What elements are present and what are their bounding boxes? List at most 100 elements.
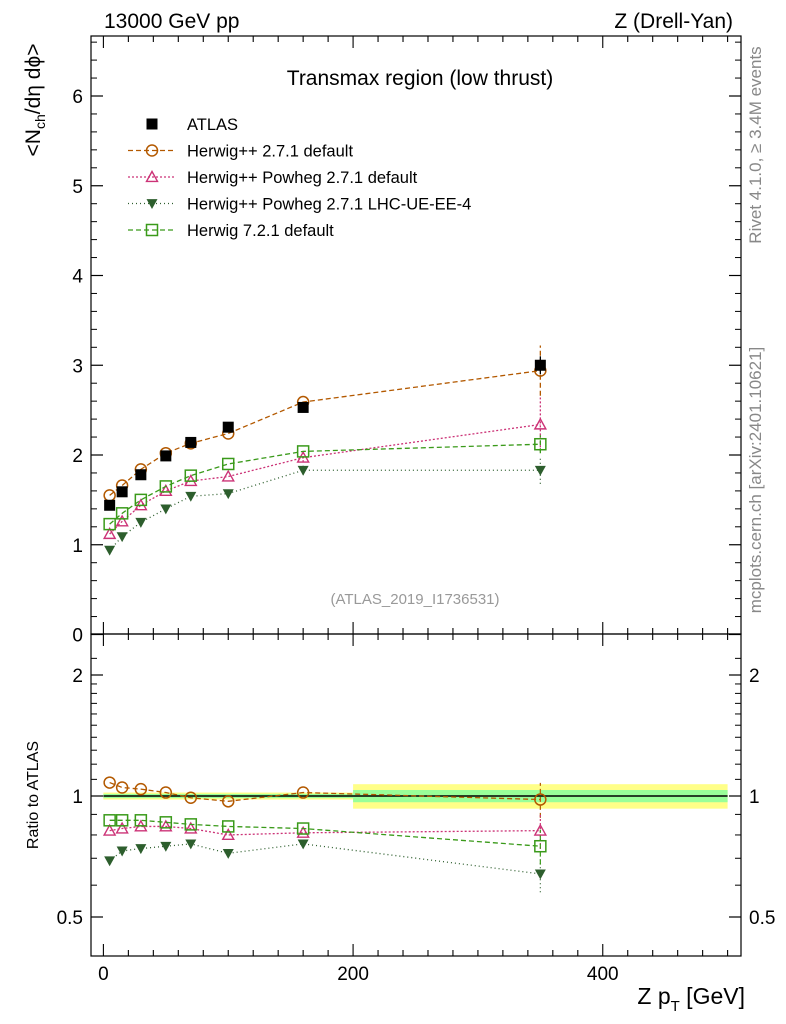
legend: ATLAS Herwig++ 2.7.1 default Herwig++ Powh… — [128, 116, 471, 240]
legend-entry-label: Herwig++ 2.7.1 default — [187, 143, 353, 161]
legend-entry-label: ATLAS — [187, 116, 238, 134]
legend-entry-label: Herwig++ Powheg 2.7.1 LHC-UE-EE-4 — [187, 196, 471, 214]
data-point-herwig721 — [115, 507, 129, 520]
ratio-series-powheg_lhc — [104, 839, 546, 893]
data-point-herwig721 — [296, 445, 310, 458]
ratio-point-powheg271 — [115, 821, 129, 834]
ratio-point-herwig721 — [534, 839, 547, 853]
ratio-point-herwig271 — [534, 793, 547, 806]
data-point-herwig721 — [534, 437, 547, 451]
ratio-line-powheg271 — [109, 825, 541, 836]
ratio-y-tick-label: 2 — [72, 666, 83, 687]
x-tick-label: 400 — [587, 964, 619, 985]
legend-marker — [145, 223, 159, 237]
data-point-herwig721 — [134, 493, 148, 507]
main-series — [102, 345, 548, 556]
legend-marker — [145, 170, 159, 183]
mcplots-citation-label: mcplots.cern.ch [arXiv:2401.10621] — [746, 347, 765, 613]
ratio-point-herwig271 — [184, 791, 198, 805]
data-point-powheg_lhc — [185, 491, 197, 502]
ratio-line-herwig271 — [109, 781, 541, 802]
ratio-series-herwig721 — [103, 814, 547, 865]
ratio-series-powheg271 — [102, 814, 548, 850]
ratio-point-powheg271 — [221, 828, 235, 841]
data-point-powheg_lhc — [104, 545, 116, 556]
legend-marker — [145, 144, 159, 157]
series-line-herwig721 — [109, 443, 541, 525]
legend-marker — [146, 199, 158, 209]
ratio-point-powheg_lhc — [297, 839, 309, 850]
ratio-series-herwig271 — [103, 776, 547, 818]
ratio-y-tick-label-right: 1 — [749, 787, 760, 808]
y-tick-label: 3 — [72, 356, 83, 377]
y-axis-label-sub: ch — [32, 114, 48, 129]
ratio-plot-frame — [90, 633, 742, 957]
y-tick-label: 6 — [72, 87, 83, 108]
data-point-powheg_lhc — [222, 489, 234, 500]
series-powheg271 — [102, 397, 548, 540]
ratio-point-herwig271 — [221, 795, 235, 808]
data-point-atlas — [104, 499, 116, 511]
data-point-powheg_lhc — [297, 465, 309, 476]
legend-entry-label: Herwig 7.2.1 default — [187, 222, 334, 240]
ratio-y-tick-label: 0.5 — [57, 908, 83, 929]
ratio-point-herwig721 — [115, 814, 129, 827]
y-axis-label-main: <N — [22, 129, 45, 156]
ratio-point-powheg271 — [159, 819, 173, 832]
ratio-point-herwig271 — [134, 782, 148, 796]
series-herwig721 — [103, 435, 547, 531]
ratio-point-powheg_lhc — [534, 869, 546, 880]
ratio-y-tick-label-right: 0.5 — [749, 908, 775, 929]
y-axis-label-tail: /dη dϕ> — [22, 44, 45, 115]
ratio-point-herwig721 — [184, 818, 198, 831]
series-line-powheg_lhc — [109, 469, 541, 551]
ratio-point-powheg271 — [296, 825, 310, 838]
series-herwig271 — [103, 345, 547, 502]
x-axis-label: Z pT [GeV] — [637, 983, 745, 1015]
reference-label: (ATLAS_2019_I1736531) — [330, 591, 499, 608]
ratio-line-herwig721 — [109, 819, 541, 847]
ratio-point-herwig271 — [296, 786, 310, 799]
x-tick-label: 200 — [337, 964, 369, 985]
ratio-point-powheg_lhc — [135, 844, 147, 855]
x-axis-label-sub: T — [671, 998, 680, 1015]
ratio-point-powheg271 — [533, 823, 548, 836]
y-tick-label: 2 — [72, 446, 83, 467]
rivet-version-label: Rivet 4.1.0, ≥ 3.4M events — [746, 46, 765, 243]
data-point-herwig721 — [184, 469, 198, 482]
data-point-herwig721 — [159, 480, 173, 493]
data-point-powheg271 — [221, 469, 235, 482]
data-point-powheg_lhc — [116, 532, 128, 543]
data-point-powheg_lhc — [160, 504, 172, 515]
ratio-point-herwig271 — [115, 781, 129, 794]
ratio-point-powheg271 — [102, 823, 117, 836]
data-point-powheg_lhc — [534, 465, 546, 476]
series-powheg_lhc — [104, 456, 546, 556]
x-axis-label-main: Z p — [637, 983, 670, 1009]
data-point-atlas — [222, 421, 234, 433]
series-line-powheg271 — [109, 423, 541, 535]
data-point-powheg271 — [115, 514, 129, 527]
ratio-y-axis-label: Ratio to ATLAS — [25, 741, 42, 849]
ratio-y-tick-label: 1 — [72, 787, 83, 808]
ratio-point-powheg_lhc — [160, 841, 172, 852]
header-process-label: Z (Drell-Yan) — [614, 10, 733, 33]
data-point-atlas — [185, 436, 197, 448]
y-tick-label: 5 — [72, 177, 83, 198]
ratio-series — [102, 776, 548, 893]
data-point-atlas — [297, 401, 309, 413]
ratio-line-powheg_lhc — [109, 843, 541, 875]
main-panel: 0 1 2 3 4 5 6 Transmax region (low thrust) (AT… — [22, 35, 742, 647]
ratio-point-powheg_lhc — [104, 856, 116, 867]
series-line-herwig271 — [109, 369, 541, 496]
data-point-atlas — [160, 450, 172, 462]
header-energy-label: 13000 GeV pp — [104, 10, 239, 33]
data-point-powheg_lhc — [135, 517, 147, 528]
data-point-herwig721 — [103, 517, 116, 531]
ratio-y-tick-label-right: 2 — [749, 666, 760, 687]
ratio-point-herwig721 — [134, 814, 148, 827]
x-axis-label-tail: [GeV] — [680, 983, 745, 1009]
y-tick-label: 1 — [72, 536, 83, 557]
legend-entry-label: Herwig++ Powheg 2.7.1 default — [187, 169, 418, 187]
